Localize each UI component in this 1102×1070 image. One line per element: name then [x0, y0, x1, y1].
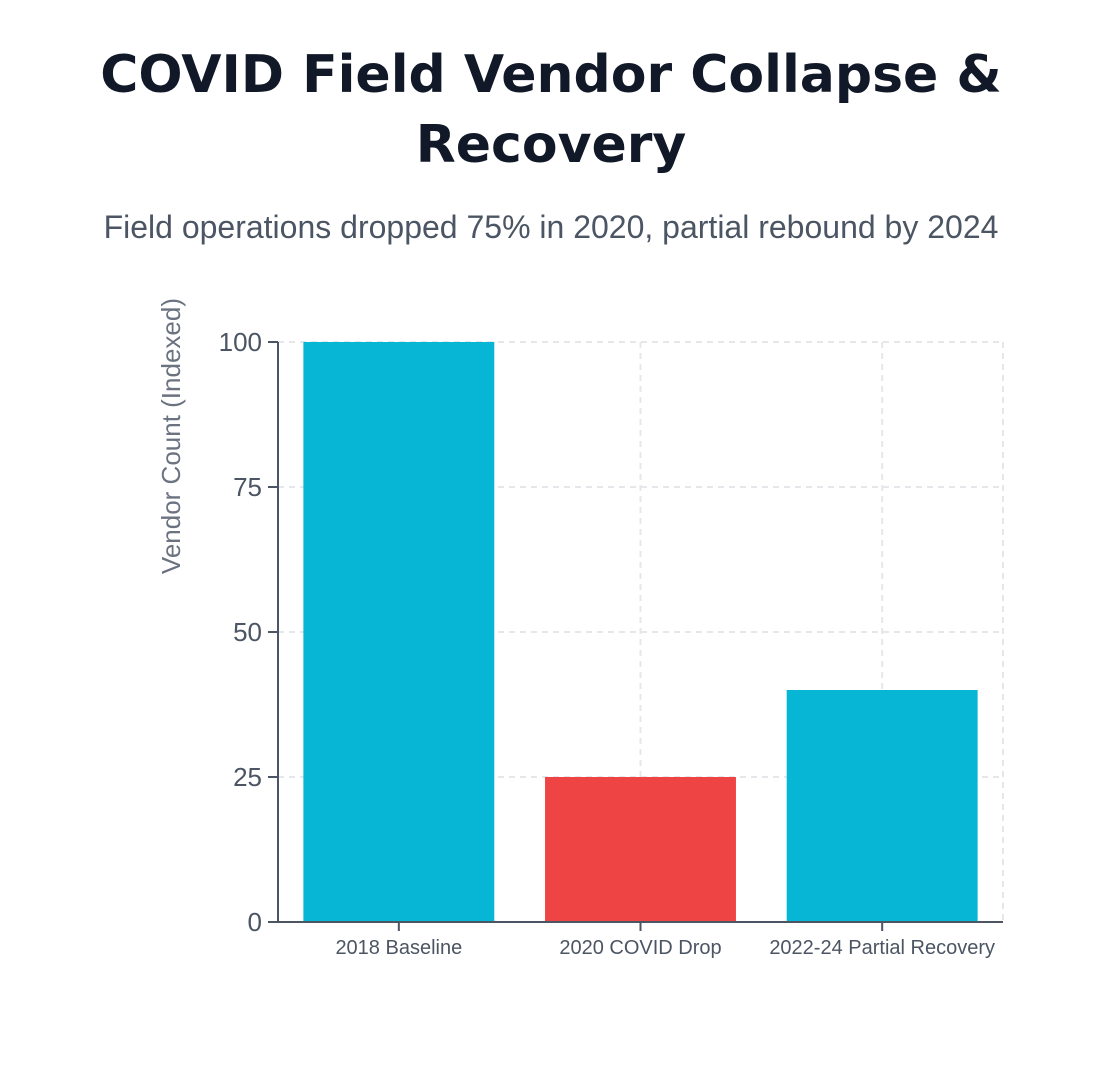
y-tick-label-50: 50: [233, 617, 262, 647]
bar-2022-24-partial-recovery[interactable]: [786, 690, 978, 922]
axes: 0 25 50 75 100 2018 Baseline 2020 COVID Drop 20…: [219, 327, 1003, 959]
x-tick-label-1: 2020 COVID Drop: [559, 937, 721, 959]
y-tick-label-100: 100: [219, 327, 262, 357]
y-tick-label-75: 75: [233, 472, 262, 502]
x-tick-label-2: 2022-24 Partial Recovery: [769, 937, 995, 959]
bar-2020-covid-drop[interactable]: [545, 777, 736, 922]
x-tick-label-0: 2018 Baseline: [335, 937, 462, 959]
bars: [303, 342, 978, 922]
bar-2018-baseline[interactable]: [303, 342, 495, 922]
chart-subtitle: Field operations dropped 75% in 2020, pa…: [103, 209, 999, 245]
y-tick-label-25: 25: [233, 762, 262, 792]
y-tick-label-0: 0: [248, 907, 262, 937]
y-axis-title: Vendor Count (Indexed): [156, 298, 186, 574]
chart-title: COVID Field Vendor Collapse & Recovery: [100, 45, 1002, 175]
